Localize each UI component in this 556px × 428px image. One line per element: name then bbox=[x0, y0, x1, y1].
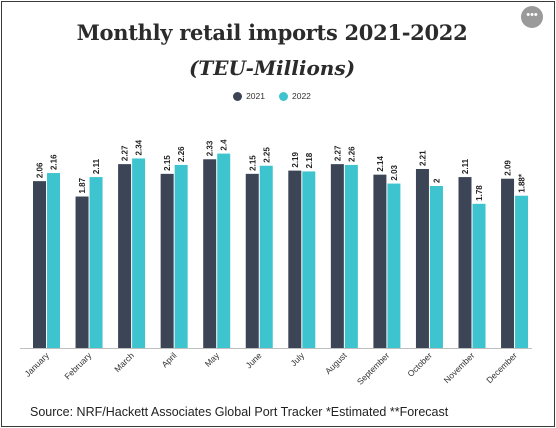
x-tick-label-march: March bbox=[112, 350, 136, 374]
bar-2022-october bbox=[429, 186, 443, 348]
data-label-2022-october: 2 bbox=[432, 178, 441, 183]
bar-2022-january bbox=[47, 173, 60, 348]
data-label-2022-november: 1.78 bbox=[475, 185, 484, 201]
data-label-2022-june: 2.25 bbox=[262, 147, 271, 163]
bar-2021-october bbox=[415, 168, 429, 348]
x-tick-label-november: November bbox=[442, 350, 477, 385]
chart-title: Monthly retail imports 2021-2022 bbox=[76, 20, 468, 45]
more-options-icon[interactable]: ••• bbox=[521, 6, 543, 28]
data-label-2021-june: 2.15 bbox=[248, 155, 257, 171]
bar-2021-november bbox=[458, 177, 472, 348]
data-label-2022-april: 2.26 bbox=[177, 146, 186, 162]
data-label-2021-november: 2.11 bbox=[461, 158, 470, 174]
data-label-2022-march: 2.34 bbox=[135, 139, 144, 155]
data-label-2021-april: 2.15 bbox=[163, 155, 172, 171]
legend-label-2021: 2021 bbox=[246, 91, 265, 101]
bar-2022-april bbox=[174, 164, 188, 348]
x-tick-label-february: February bbox=[62, 350, 94, 382]
source-note: Source: NRF/Hackett Associates Global Po… bbox=[30, 405, 449, 419]
x-tick-label-september: September bbox=[355, 350, 392, 387]
legend-item-2022: 2022 bbox=[279, 91, 311, 101]
data-label-2022-may: 2.4 bbox=[220, 139, 229, 151]
bar-2021-july bbox=[288, 170, 302, 348]
bar-2021-august bbox=[330, 164, 344, 348]
x-tick-label-june: June bbox=[244, 350, 264, 370]
legend-swatch-2022 bbox=[279, 91, 288, 101]
bar-2021-may bbox=[203, 159, 217, 348]
data-label-2021-october: 2.21 bbox=[418, 150, 427, 166]
data-label-2021-december: 2.09 bbox=[504, 160, 513, 176]
x-tick-label-december: December bbox=[484, 350, 519, 385]
legend-label-2022: 2022 bbox=[292, 91, 311, 101]
x-tick-label-may: May bbox=[203, 350, 222, 369]
x-tick-label-august: August bbox=[323, 350, 349, 376]
legend-item-2021: 2021 bbox=[233, 91, 265, 101]
data-label-2022-july: 2.18 bbox=[305, 152, 314, 168]
chart-subtitle: (TEU-Millions) bbox=[188, 56, 356, 80]
data-label-2021-july: 2.19 bbox=[291, 151, 300, 167]
chart-legend: 2021 2022 bbox=[2, 91, 542, 101]
data-label-2022-february: 2.11 bbox=[92, 158, 101, 174]
bar-2022-july bbox=[302, 171, 316, 348]
bar-2022-august bbox=[344, 164, 358, 348]
bar-2021-december bbox=[501, 178, 515, 348]
data-label-2021-february: 1.87 bbox=[78, 177, 87, 193]
data-label-2021-march: 2.27 bbox=[121, 145, 130, 161]
x-tick-label-october: October bbox=[405, 350, 434, 379]
data-label-2021-september: 2.14 bbox=[376, 156, 385, 172]
bar-2022-november bbox=[472, 203, 486, 348]
bar-2021-february bbox=[75, 196, 89, 348]
data-label-2022-august: 2.26 bbox=[347, 146, 356, 162]
bar-2021-june bbox=[245, 173, 259, 348]
bar-2022-december bbox=[515, 195, 529, 348]
bar-2021-april bbox=[160, 173, 174, 348]
bar-2022-february bbox=[89, 177, 103, 348]
data-label-2021-may: 2.33 bbox=[206, 140, 215, 156]
bar-2021-september bbox=[373, 174, 387, 348]
bar-2022-may bbox=[217, 153, 231, 348]
data-label-2022-january: 2.16 bbox=[50, 154, 59, 170]
data-label-2021-august: 2.27 bbox=[333, 145, 342, 161]
bar-2021-january bbox=[33, 181, 46, 348]
x-tick-label-january: January bbox=[22, 350, 51, 379]
bar-2022-september bbox=[387, 183, 401, 348]
data-label-2021-january: 2.06 bbox=[36, 162, 45, 178]
x-tick-label-april: April bbox=[159, 350, 178, 369]
bar-2022-june bbox=[259, 165, 273, 348]
legend-swatch-2021 bbox=[233, 91, 243, 101]
data-label-2022-september: 2.03 bbox=[390, 164, 399, 180]
bar-2022-march bbox=[132, 158, 146, 348]
data-label-2022-december: 1.88* bbox=[518, 173, 527, 193]
bar-2021-march bbox=[118, 164, 132, 348]
x-tick-label-july: July bbox=[288, 350, 306, 368]
bar-chart-plot: 2.06 2.16 January 1.87 2.11 February 2.27 2.34 M… bbox=[20, 139, 532, 387]
